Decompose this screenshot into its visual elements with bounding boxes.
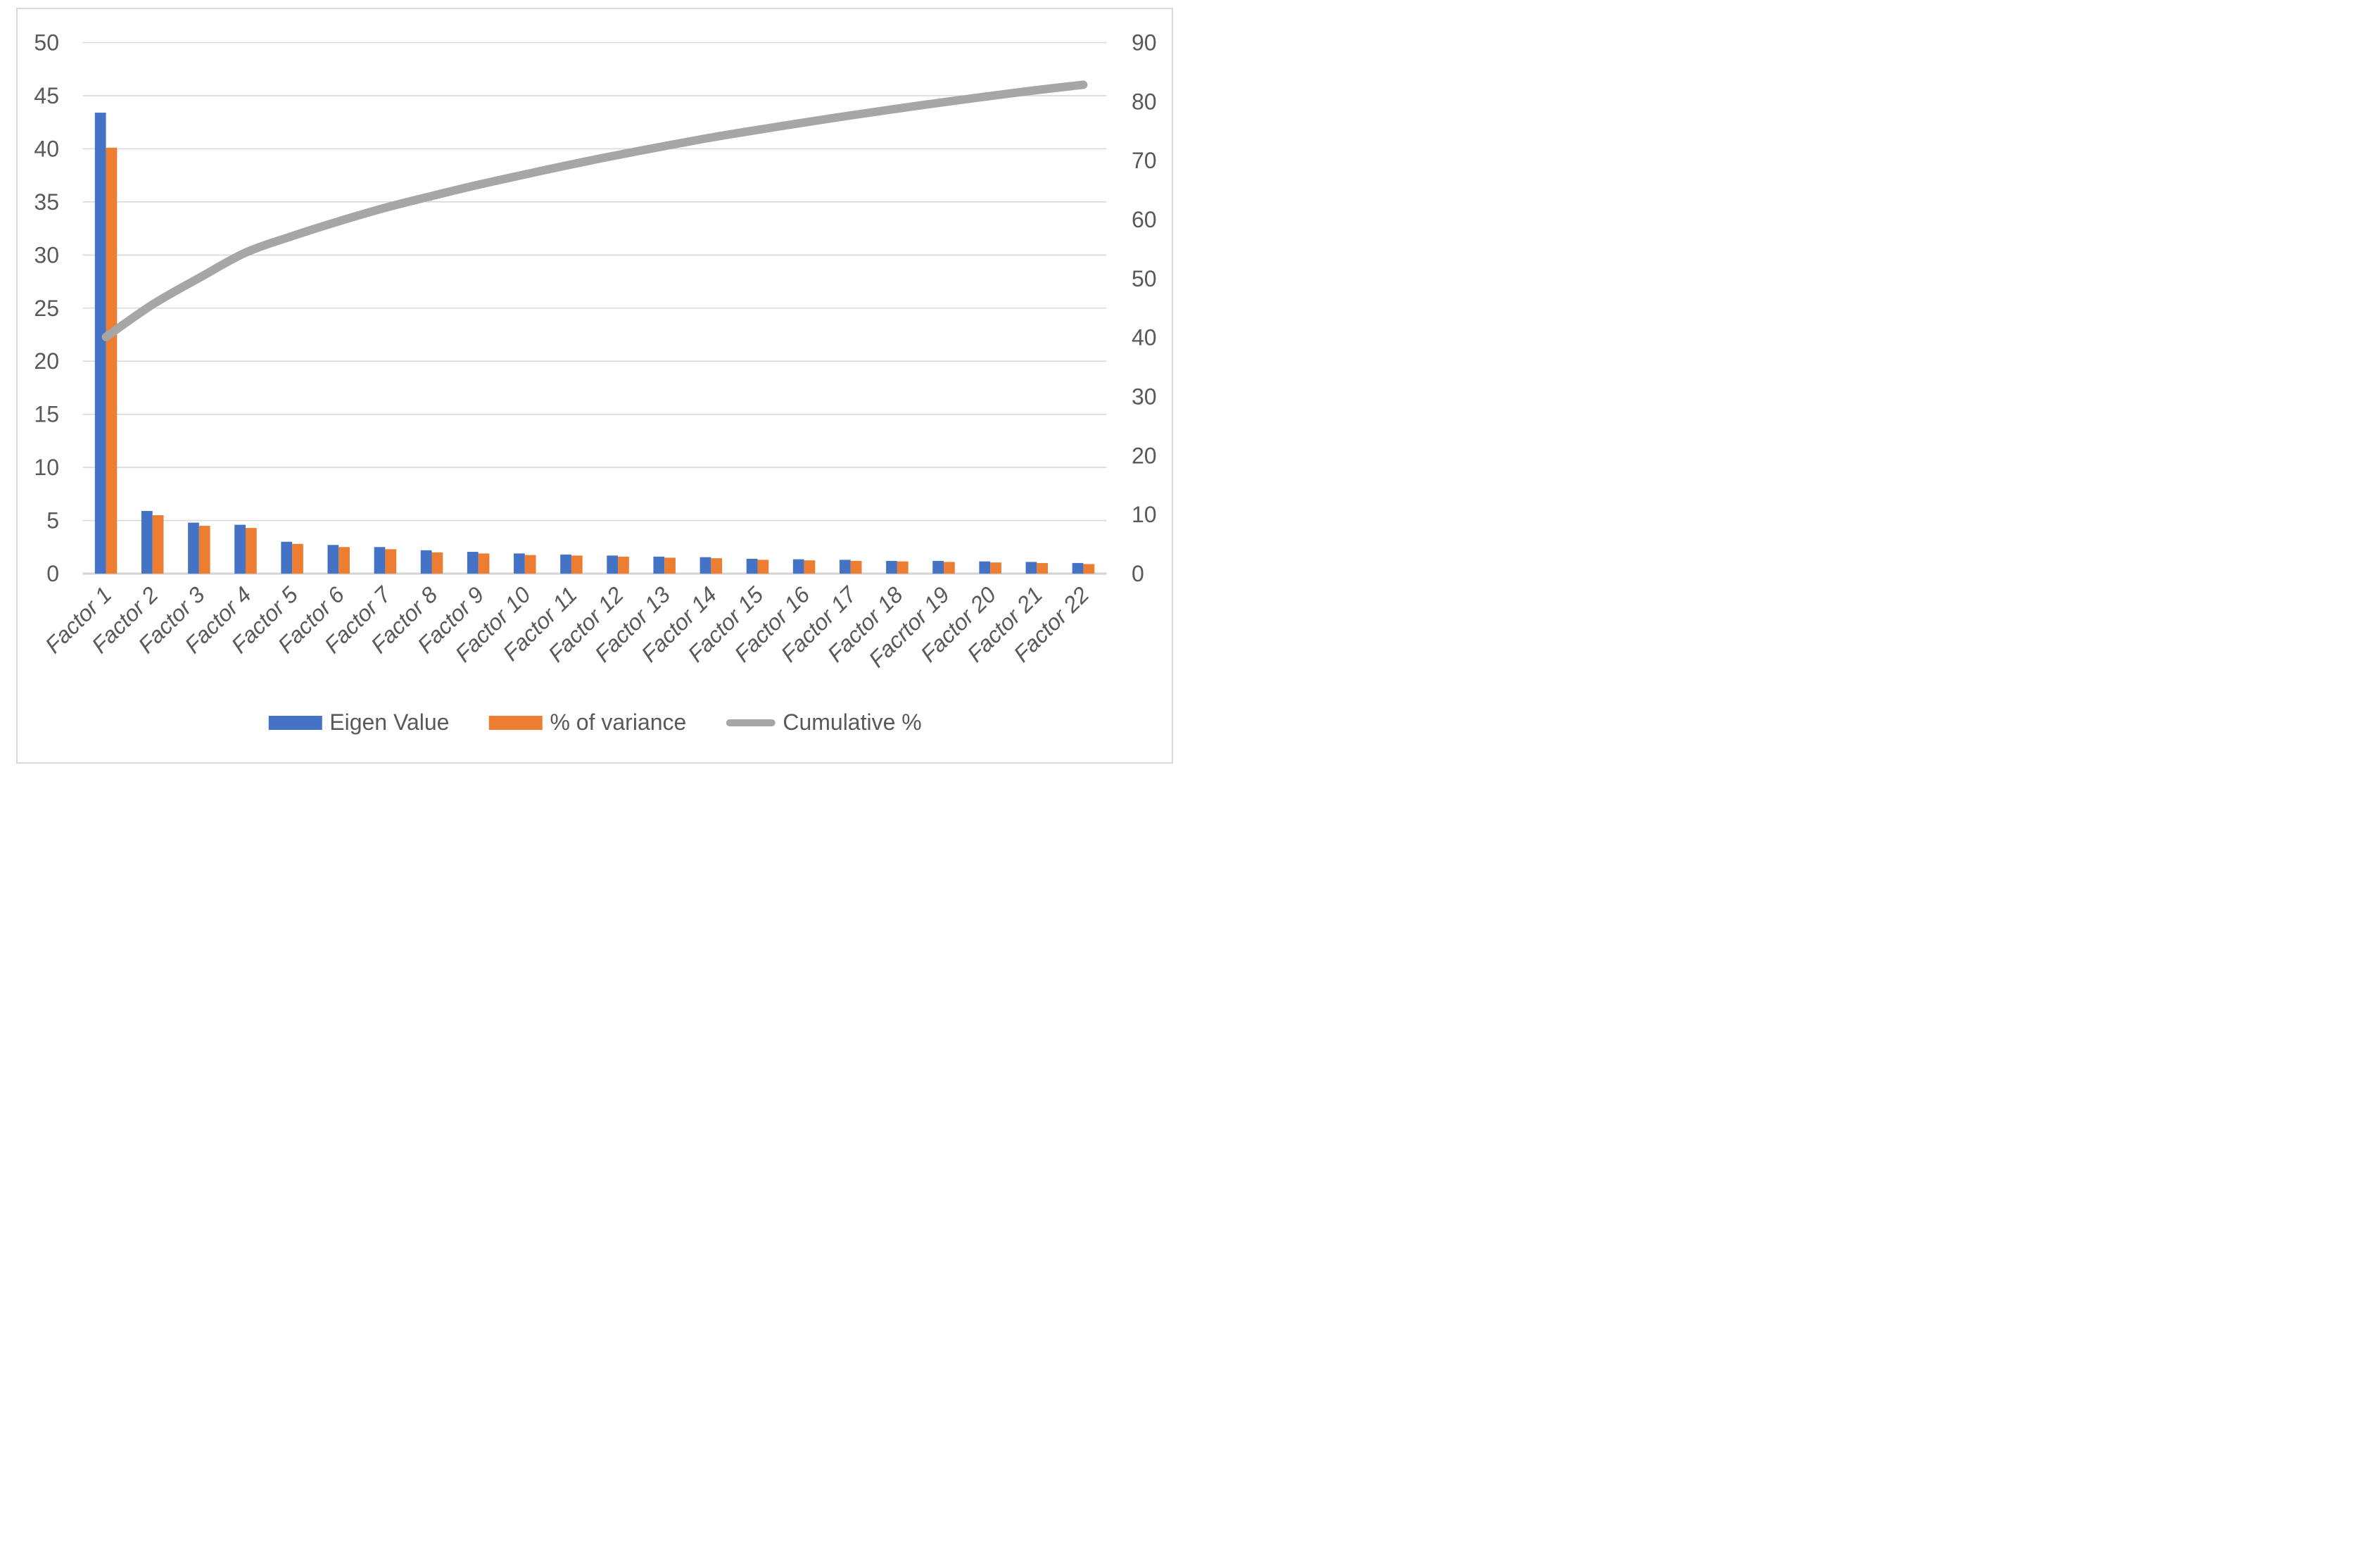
left-axis-tick-label: 45 xyxy=(34,83,59,108)
pct-variance-bar xyxy=(804,560,816,574)
pct-variance-bar xyxy=(897,561,909,574)
pct-variance-bar xyxy=(338,547,350,574)
right-axis-tick-label: 60 xyxy=(1132,207,1157,232)
eigen-value-bar xyxy=(141,510,153,574)
eigen-value-bar xyxy=(420,550,432,574)
right-axis-tick-label: 50 xyxy=(1132,266,1157,291)
left-axis-tick-label: 20 xyxy=(34,348,59,374)
legend-item-eigen-value: Eigen Value xyxy=(268,709,449,736)
legend-item-cumulative-pct: Cumulative % xyxy=(726,709,922,736)
left-axis-tick-label: 25 xyxy=(34,296,59,321)
pct-variance-bar xyxy=(944,562,955,574)
eigen-value-bar xyxy=(188,522,199,574)
pct-variance-bar xyxy=(571,555,583,574)
eigen-value-bar xyxy=(607,555,619,574)
pct-variance-bar xyxy=(1083,564,1095,574)
eigen-value-bar xyxy=(234,524,246,574)
eigen-value-bar xyxy=(1072,562,1084,574)
scree-chart-plot-area: 051015202530354045500102030405060708090F… xyxy=(34,30,1157,673)
eigen-value-swatch xyxy=(268,715,322,730)
eigen-value-bar xyxy=(281,541,293,574)
eigen-value-bar xyxy=(560,554,571,574)
pct-variance-bar xyxy=(618,556,629,574)
left-axis-tick-label: 30 xyxy=(34,242,59,267)
right-axis-tick-label: 30 xyxy=(1132,384,1157,410)
pct-variance-bar xyxy=(152,515,164,574)
eigen-value-bar xyxy=(374,547,386,574)
pct-variance-bar xyxy=(292,543,303,574)
right-axis-tick-label: 40 xyxy=(1132,325,1157,351)
cumulative-pct-line-swatch xyxy=(726,719,776,726)
pct-variance-swatch xyxy=(488,715,543,730)
pct-variance-bar xyxy=(1037,562,1049,574)
left-axis-tick-label: 5 xyxy=(46,508,59,534)
pct-variance-bar xyxy=(757,560,769,574)
left-axis-tick-label: 50 xyxy=(34,30,59,56)
right-axis-tick-label: 70 xyxy=(1132,148,1157,173)
legend-label-pct-variance: % of variance xyxy=(550,709,687,735)
pct-variance-bar xyxy=(385,549,397,574)
eigen-value-bar xyxy=(1025,562,1037,574)
left-axis-tick-label: 15 xyxy=(34,402,59,427)
cumulative-pct-line xyxy=(101,80,1088,341)
left-axis-tick-label: 35 xyxy=(34,189,59,215)
pct-variance-bar xyxy=(431,552,443,574)
right-axis-tick-label: 10 xyxy=(1132,502,1157,527)
pct-variance-bar xyxy=(106,147,118,574)
eigen-value-bar xyxy=(840,560,851,574)
eigen-value-bar xyxy=(94,113,106,574)
scree-plot-figure: 0 5 10 15 20 25 30 35 40 45 50 0 10 20 30 40 50 60 70 80 90 F… xyxy=(0,0,1190,780)
right-axis-tick-label: 0 xyxy=(1132,561,1144,586)
pct-variance-bar xyxy=(245,528,257,574)
legend-label-eigen-value: Eigen Value xyxy=(329,709,450,735)
eigen-value-bar xyxy=(792,559,804,574)
eigen-value-bar xyxy=(467,552,479,574)
pct-variance-bar xyxy=(478,553,490,574)
eigen-value-bar xyxy=(514,553,525,574)
right-axis-tick-label: 20 xyxy=(1132,443,1157,468)
pct-variance-bar xyxy=(711,558,723,574)
left-axis-tick-label: 40 xyxy=(34,136,59,161)
eigen-value-bar xyxy=(653,556,665,574)
pct-variance-bar xyxy=(850,560,862,574)
legend-item-pct-variance: % of variance xyxy=(488,709,686,736)
left-axis-tick-label: 0 xyxy=(46,561,59,586)
eigen-value-bar xyxy=(700,557,711,574)
legend-label-cumulative-pct: Cumulative % xyxy=(783,709,922,735)
pct-variance-bar xyxy=(990,562,1001,574)
left-axis-tick-label: 10 xyxy=(34,455,59,480)
eigen-value-bar xyxy=(746,558,758,574)
eigen-value-bar xyxy=(932,560,944,574)
right-axis-tick-label: 90 xyxy=(1132,30,1157,56)
pct-variance-bar xyxy=(664,557,676,574)
pct-variance-bar xyxy=(198,526,210,574)
eigen-value-bar xyxy=(979,561,991,574)
chart-legend: Eigen Value % of variance Cumulative % xyxy=(268,709,922,736)
right-axis-tick-label: 80 xyxy=(1132,89,1157,114)
pct-variance-bar xyxy=(524,555,536,574)
chart-border-frame xyxy=(16,8,1173,764)
eigen-value-bar xyxy=(886,560,897,574)
eigen-value-bar xyxy=(327,545,339,574)
